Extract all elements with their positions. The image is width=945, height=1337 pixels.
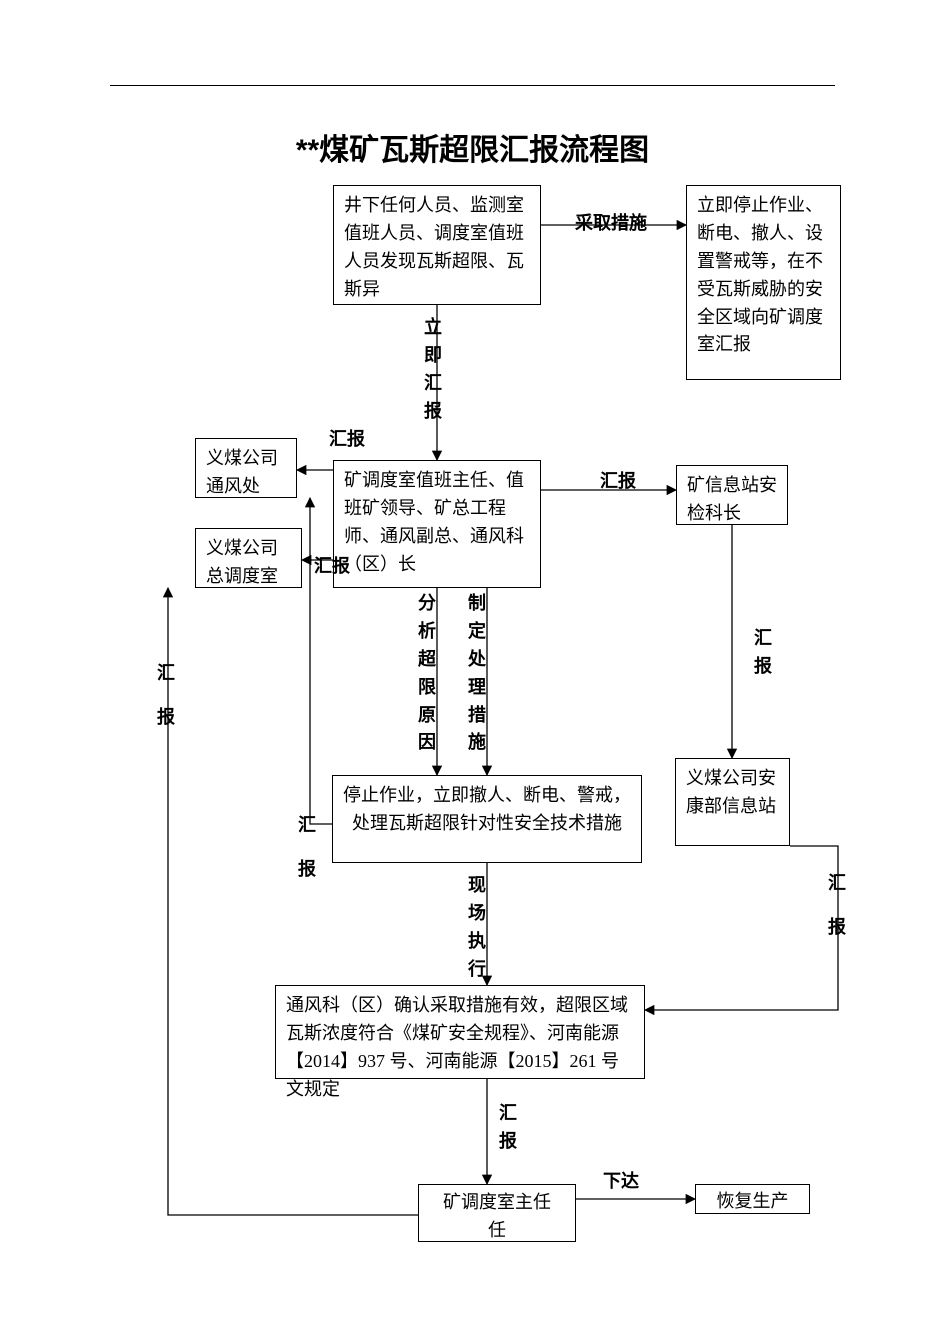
label-hb-midleft: 汇报 <box>298 812 316 900</box>
label-caiqu: 采取措施 <box>575 209 647 235</box>
node-director-line1: 矿调度室主任 <box>429 1189 565 1217</box>
node-info: 矿信息站安检科长 <box>676 465 788 525</box>
page-top-rule <box>110 85 835 86</box>
label-hb-left-top: 汇报 <box>329 425 365 451</box>
node-stop: 停止作业，立即撤人、断电、警戒， 处理瓦斯超限针对性安全技术措施 <box>332 775 642 863</box>
node-ankang: 义煤公司安康部信息站 <box>675 758 790 846</box>
label-hb-farright: 汇报 <box>828 870 846 958</box>
label-hb-right-top: 汇报 <box>600 467 636 493</box>
node-stop-line1: 停止作业，立即撤人、断电、警戒， <box>343 782 631 810</box>
label-hb-info-down: 汇报 <box>754 625 772 681</box>
label-hb-farleft: 汇报 <box>157 660 175 748</box>
edge-ankang-confirm <box>645 846 838 1010</box>
node-stop-line2: 处理瓦斯超限针对性安全技术措施 <box>343 810 631 838</box>
node-director: 矿调度室主任 任 <box>418 1184 576 1242</box>
label-zhiding: 制定处理措施 <box>468 590 486 757</box>
node-confirm: 通风科（区）确认采取措施有效，超限区域瓦斯浓度符合《煤矿安全规程》、河南能源【2… <box>275 985 645 1079</box>
node-director-line2: 任 <box>429 1217 565 1245</box>
edge-director-yimei-disp <box>168 588 418 1215</box>
label-liji: 立即汇报 <box>424 314 442 426</box>
label-xiada: 下达 <box>603 1167 639 1193</box>
edge-stop-yimei-vent <box>310 498 332 824</box>
label-fenxi: 分析超限原因 <box>418 590 436 757</box>
node-dispatch: 矿调度室值班主任、值班矿领导、矿总工程师、通风副总、通风科（区）长 <box>333 460 541 588</box>
label-hb-left-bot: 汇报 <box>314 552 350 578</box>
node-yimei-disp: 义煤公司总调度室 <box>195 528 302 588</box>
node-resume: 恢复生产 <box>695 1184 810 1214</box>
node-yimei-vent: 义煤公司通风处 <box>195 438 297 498</box>
label-hb-confirm-down: 汇报 <box>499 1100 517 1156</box>
diagram-title: **煤矿瓦斯超限汇报流程图 <box>0 125 945 169</box>
node-start: 井下任何人员、监测室值班人员、调度室值班人员发现瓦斯超限、瓦斯异 <box>333 185 541 305</box>
node-action: 立即停止作业、断电、撤人、设置警戒等，在不受瓦斯威胁的安全区域向矿调度室汇报 <box>686 185 841 380</box>
label-xianchang: 现场执行 <box>468 872 486 984</box>
